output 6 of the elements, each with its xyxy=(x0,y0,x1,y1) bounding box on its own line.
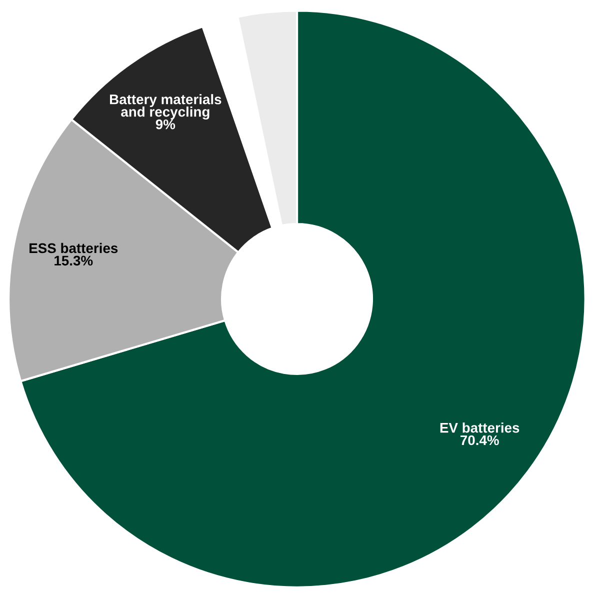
data-label: 9% xyxy=(156,119,176,130)
slice-label: ESS batteries xyxy=(30,242,118,254)
slice-label: EV batteries xyxy=(440,422,520,433)
data-label: 15.3% xyxy=(54,256,93,266)
data-label: 70.4% xyxy=(460,435,499,446)
slice-label: Battery materials and recycling xyxy=(110,94,222,120)
